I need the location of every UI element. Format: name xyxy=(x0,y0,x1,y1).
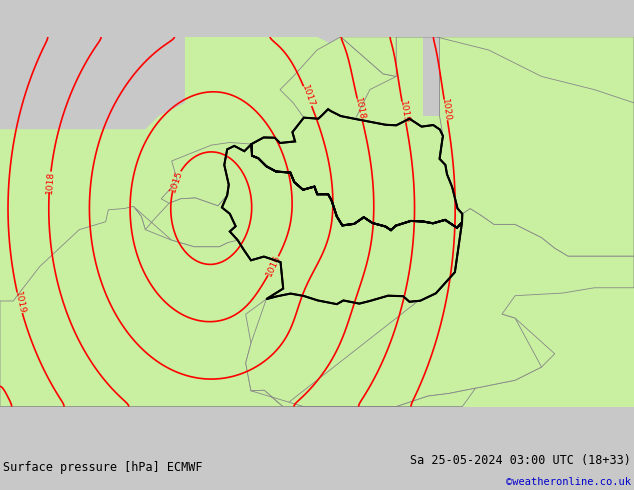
Polygon shape xyxy=(283,209,634,407)
Text: 1020: 1020 xyxy=(440,98,452,122)
Polygon shape xyxy=(341,37,634,103)
Polygon shape xyxy=(0,341,119,407)
Text: 1016: 1016 xyxy=(264,253,282,278)
Polygon shape xyxy=(0,37,158,116)
Polygon shape xyxy=(423,37,634,116)
Polygon shape xyxy=(222,109,462,304)
Polygon shape xyxy=(439,37,634,256)
Text: 1019: 1019 xyxy=(13,291,27,315)
Polygon shape xyxy=(0,206,283,407)
Polygon shape xyxy=(133,196,238,249)
Polygon shape xyxy=(251,388,476,407)
Text: 1017: 1017 xyxy=(300,84,316,108)
Text: 1015: 1015 xyxy=(168,169,184,193)
Text: Sa 25-05-2024 03:00 UTC (18+33): Sa 25-05-2024 03:00 UTC (18+33) xyxy=(410,454,631,467)
Polygon shape xyxy=(0,37,185,129)
Polygon shape xyxy=(280,37,396,132)
Polygon shape xyxy=(161,143,252,206)
Polygon shape xyxy=(245,272,555,407)
Text: 1018: 1018 xyxy=(44,170,55,194)
Text: 1019: 1019 xyxy=(398,100,410,124)
Text: 1018: 1018 xyxy=(353,97,366,121)
Text: ©weatheronline.co.uk: ©weatheronline.co.uk xyxy=(506,477,631,487)
Polygon shape xyxy=(317,37,396,50)
Text: Surface pressure [hPa] ECMWF: Surface pressure [hPa] ECMWF xyxy=(3,461,203,474)
Polygon shape xyxy=(0,37,185,50)
